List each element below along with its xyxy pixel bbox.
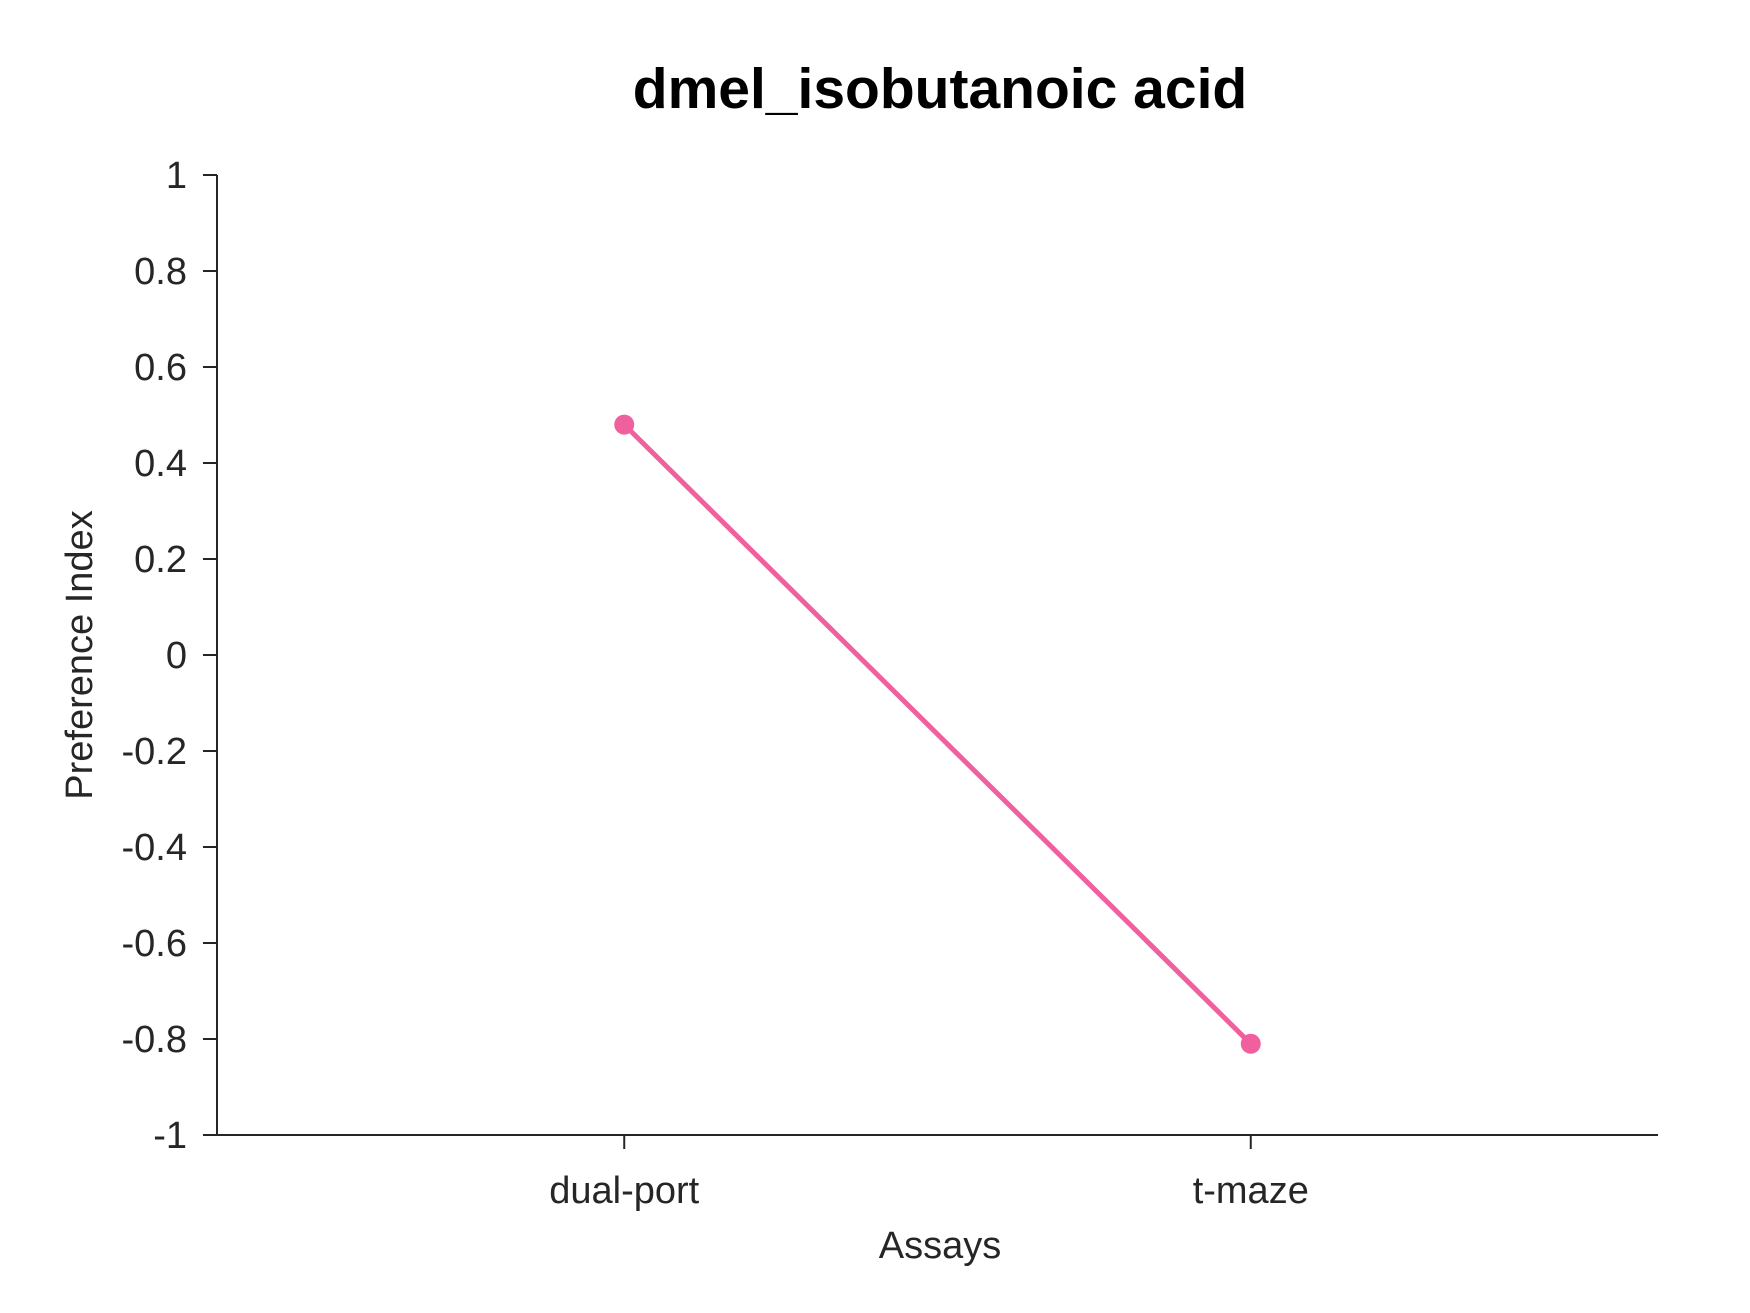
data-point-dual-port bbox=[614, 414, 635, 435]
y-axis-label: Preference Index bbox=[59, 510, 101, 799]
y-tick-label: -0.2 bbox=[122, 731, 187, 773]
series-line bbox=[621, 422, 1254, 1047]
y-tick-label: -0.4 bbox=[122, 827, 187, 869]
x-axis-ticks: dual-port t-maze bbox=[549, 1135, 1309, 1212]
series-layer bbox=[614, 414, 1261, 1054]
chart-title: dmel_isobutanoic acid bbox=[633, 57, 1247, 121]
y-tick-label: -0.6 bbox=[122, 923, 187, 965]
y-tick-label: 0.8 bbox=[134, 251, 187, 293]
y-tick-label: 0.6 bbox=[134, 347, 187, 389]
y-tick-label: -1 bbox=[153, 1115, 187, 1157]
x-axis-label: Assays bbox=[879, 1225, 1001, 1267]
y-axis-ticks: -1 -0.8 -0.6 -0.4 -0.2 0 0.2 0.4 0.6 0.8 1 bbox=[122, 155, 217, 1157]
data-point-t-maze bbox=[1240, 1033, 1261, 1054]
x-tick-label: t-maze bbox=[1193, 1170, 1309, 1212]
y-tick-label: 0 bbox=[166, 635, 187, 677]
x-tick-label: dual-port bbox=[549, 1170, 699, 1212]
y-tick-label: -0.8 bbox=[122, 1019, 187, 1061]
y-tick-label: 0.4 bbox=[134, 443, 187, 485]
y-tick-label: 0.2 bbox=[134, 539, 187, 581]
y-tick-label: 1 bbox=[166, 155, 187, 197]
